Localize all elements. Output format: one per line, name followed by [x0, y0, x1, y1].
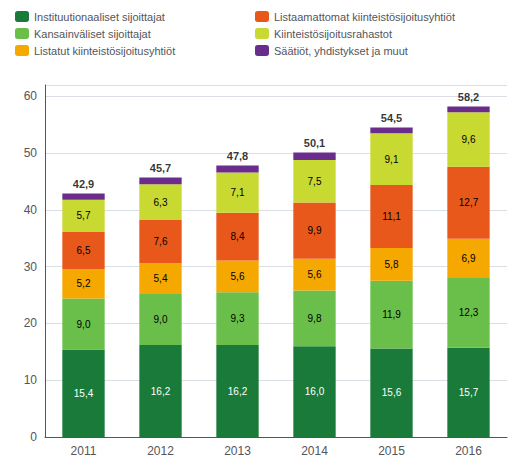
svg-text:6,9: 6,9 — [462, 253, 476, 264]
svg-text:5,6: 5,6 — [308, 269, 322, 280]
svg-text:16,2: 16,2 — [151, 386, 171, 397]
svg-text:47,8: 47,8 — [227, 150, 248, 162]
svg-text:10: 10 — [24, 373, 38, 387]
svg-text:9,8: 9,8 — [308, 313, 322, 324]
svg-text:15,6: 15,6 — [382, 387, 402, 398]
svg-text:11,1: 11,1 — [382, 211, 401, 222]
svg-text:40: 40 — [24, 203, 38, 217]
svg-text:54,5: 54,5 — [381, 112, 402, 124]
svg-text:Instituutionaaliset sijoittaja: Instituutionaaliset sijoittajat — [34, 11, 165, 23]
svg-text:7,1: 7,1 — [231, 187, 245, 198]
svg-text:2016: 2016 — [455, 444, 482, 458]
svg-text:12,3: 12,3 — [459, 307, 479, 318]
svg-text:30: 30 — [24, 260, 38, 274]
svg-text:5,4: 5,4 — [154, 273, 168, 284]
svg-text:50: 50 — [24, 146, 38, 160]
svg-text:Kiinteistösijoitusrahastot: Kiinteistösijoitusrahastot — [274, 28, 392, 40]
svg-text:2011: 2011 — [71, 444, 97, 458]
svg-text:Säätiöt, yhdistykset ja muut: Säätiöt, yhdistykset ja muut — [274, 45, 408, 57]
svg-text:9,0: 9,0 — [154, 314, 168, 325]
svg-text:16,2: 16,2 — [228, 386, 248, 397]
svg-text:42,9: 42,9 — [73, 178, 94, 190]
svg-text:5,7: 5,7 — [77, 210, 91, 221]
svg-text:11,9: 11,9 — [382, 309, 401, 320]
svg-text:9,6: 9,6 — [462, 134, 476, 145]
svg-text:7,6: 7,6 — [154, 236, 168, 247]
svg-text:16,0: 16,0 — [305, 386, 325, 397]
svg-text:9,3: 9,3 — [231, 313, 245, 324]
svg-text:5,8: 5,8 — [385, 259, 399, 270]
svg-text:6,3: 6,3 — [154, 197, 168, 208]
svg-text:5,6: 5,6 — [231, 271, 245, 282]
svg-text:0: 0 — [30, 430, 37, 444]
svg-text:45,7: 45,7 — [150, 162, 171, 174]
svg-text:8,4: 8,4 — [231, 231, 245, 242]
svg-text:15,7: 15,7 — [459, 387, 479, 398]
svg-text:9,1: 9,1 — [385, 154, 399, 165]
svg-text:Listatut kiinteistösijoitusyht: Listatut kiinteistösijoitusyhtiöt — [34, 45, 175, 57]
svg-text:58,2: 58,2 — [458, 91, 479, 103]
svg-text:60: 60 — [24, 89, 38, 103]
svg-text:6,5: 6,5 — [77, 245, 91, 256]
svg-text:2014: 2014 — [301, 444, 328, 458]
svg-text:50,1: 50,1 — [304, 137, 325, 149]
svg-text:9,9: 9,9 — [308, 225, 322, 236]
svg-text:15,4: 15,4 — [74, 388, 94, 399]
svg-text:9,0: 9,0 — [77, 319, 91, 330]
svg-text:20: 20 — [24, 316, 38, 330]
svg-text:2015: 2015 — [378, 444, 405, 458]
svg-text:5,2: 5,2 — [77, 278, 91, 289]
svg-text:Kansainväliset sijoittajat: Kansainväliset sijoittajat — [34, 28, 151, 40]
svg-text:2012: 2012 — [147, 444, 174, 458]
svg-text:12,7: 12,7 — [459, 197, 479, 208]
svg-text:2013: 2013 — [224, 444, 251, 458]
svg-text:Listaamattomat kiinteistösijoi: Listaamattomat kiinteistösijoitusyhtiöt — [274, 11, 455, 23]
svg-text:7,5: 7,5 — [308, 176, 322, 187]
